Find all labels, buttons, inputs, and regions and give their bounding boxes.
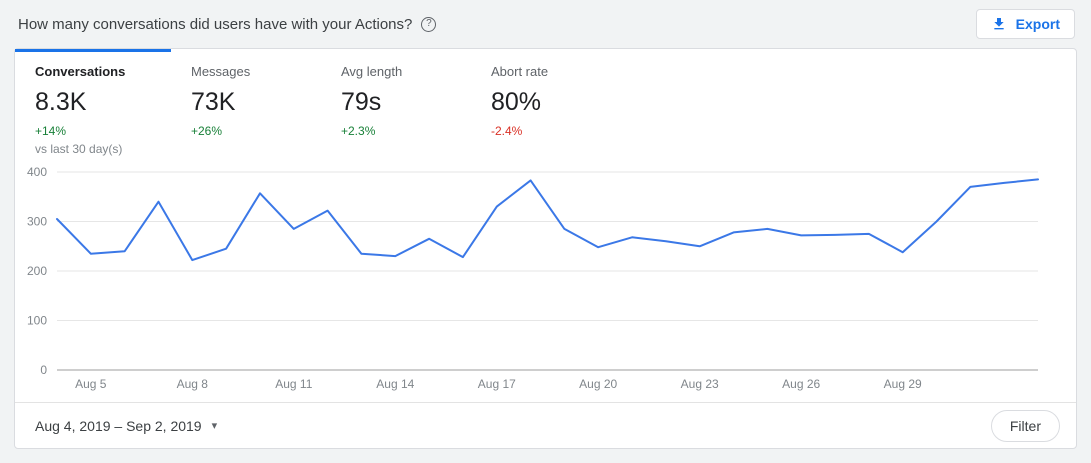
metric-value: 8.3K [35, 88, 87, 116]
download-icon [991, 16, 1007, 32]
svg-text:Aug 29: Aug 29 [884, 377, 922, 391]
metric-delta: +26% [191, 124, 223, 138]
help-icon[interactable]: ? [421, 16, 437, 32]
tab-avg-length[interactable]: Avg length 79s +2.3% [321, 49, 471, 156]
tab-label: Conversations [35, 64, 126, 79]
svg-text:400: 400 [27, 165, 47, 179]
conversations-card: Conversations 8.3K +14% vs last 30 day(s… [14, 48, 1077, 449]
export-button-label: Export [1015, 16, 1060, 32]
title-wrap: How many conversations did users have wi… [18, 15, 437, 33]
metric-value: 80% [491, 88, 542, 116]
svg-text:Aug 14: Aug 14 [376, 377, 414, 391]
svg-text:100: 100 [27, 314, 47, 328]
svg-text:Aug 26: Aug 26 [782, 377, 820, 391]
svg-text:300: 300 [27, 215, 47, 229]
page-title: How many conversations did users have wi… [18, 15, 413, 33]
tab-label: Messages [191, 64, 251, 79]
card-footer: Aug 4, 2019 – Sep 2, 2019 ▾ Filter [15, 402, 1076, 448]
metric-value: 73K [191, 88, 236, 116]
chevron-down-icon: ▾ [211, 420, 218, 432]
svg-text:Aug 11: Aug 11 [275, 377, 312, 391]
filter-button[interactable]: Filter [990, 409, 1060, 442]
metric-delta: -2.4% [491, 124, 523, 138]
svg-text:Aug 20: Aug 20 [579, 377, 617, 391]
svg-text:Aug 17: Aug 17 [478, 377, 516, 391]
metric-tabs: Conversations 8.3K +14% vs last 30 day(s… [15, 49, 1076, 156]
conversations-line-chart: 0 100 200 300 400 Aug 5 Aug 8 Aug 11 Aug 14 Aug 1… [27, 165, 1039, 391]
svg-text:0: 0 [40, 363, 47, 377]
metric-delta: +14% [35, 124, 67, 138]
date-range-label: Aug 4, 2019 – Sep 2, 2019 [35, 417, 202, 434]
svg-text:Aug 23: Aug 23 [681, 377, 719, 391]
tab-messages[interactable]: Messages 73K +26% [171, 49, 321, 156]
page-header: How many conversations did users have wi… [0, 0, 1091, 48]
tab-abort-rate[interactable]: Abort rate 80% -2.4% [471, 49, 621, 156]
svg-text:Aug 5: Aug 5 [75, 377, 107, 391]
chart-area: 0 100 200 300 400 Aug 5 Aug 8 Aug 11 Aug 14 Aug 1… [15, 156, 1076, 402]
svg-text:Aug 8: Aug 8 [177, 377, 209, 391]
tab-conversations[interactable]: Conversations 8.3K +14% vs last 30 day(s… [15, 49, 171, 156]
tab-label: Avg length [341, 64, 403, 79]
svg-text:200: 200 [27, 264, 47, 278]
tab-label: Abort rate [491, 64, 549, 79]
date-range-selector[interactable]: Aug 4, 2019 – Sep 2, 2019 ▾ [35, 418, 217, 434]
export-button[interactable]: Export [975, 9, 1075, 39]
metric-value: 79s [341, 88, 382, 116]
metric-note: vs last 30 day(s) [35, 142, 123, 156]
metric-delta: +2.3% [341, 124, 376, 138]
